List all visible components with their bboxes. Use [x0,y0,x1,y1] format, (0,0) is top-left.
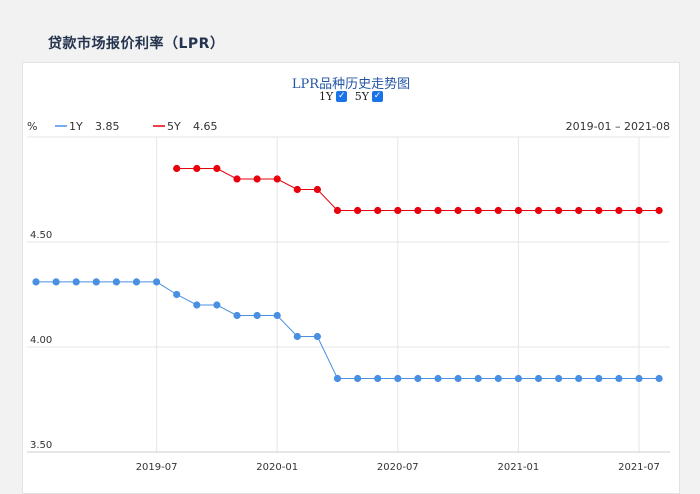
toggle-5y[interactable]: 5Y ✓ [354,90,384,103]
data-point-5y[interactable] [474,206,482,215]
data-point-5y[interactable] [213,164,221,173]
legend-series-name[interactable]: 1Y [69,120,83,133]
lpr-line-chart: 4.50 4.00 3.50 2019-07 2020-01 2020-07 2021-01… [27,120,670,473]
legend-latest-value: 4.65 [193,120,218,133]
x-tick-label: 2019-07 [136,462,178,473]
y-tick-label: 4.00 [30,335,52,346]
data-point-1y[interactable] [52,278,60,286]
data-point-1y[interactable] [72,278,80,286]
legend-latest-value: 3.85 [95,120,120,133]
data-point-1y[interactable] [32,278,40,286]
data-point-5y[interactable] [615,206,623,215]
legend-series-name[interactable]: 5Y [167,120,181,133]
x-tick-label: 2021-01 [498,462,540,473]
data-point-1y[interactable] [273,311,281,320]
x-tick-label: 2020-07 [377,462,419,473]
data-point-1y[interactable] [514,374,523,383]
data-point-5y[interactable] [374,206,382,215]
x-tick-label: 2020-01 [256,462,298,473]
data-point-5y[interactable] [273,175,281,183]
data-point-5y[interactable] [514,206,523,215]
series-line-1y [36,281,660,379]
data-point-1y[interactable] [394,374,402,383]
data-point-5y[interactable] [253,175,261,183]
data-point-5y[interactable] [555,206,563,215]
data-point-5y[interactable] [635,206,643,215]
data-point-1y[interactable] [313,332,321,341]
data-point-5y[interactable] [313,185,321,194]
data-point-1y[interactable] [534,374,543,383]
data-point-5y[interactable] [293,185,301,194]
toggle-1y-label: 1Y [318,90,334,103]
data-point-1y[interactable] [193,301,201,309]
data-point-5y[interactable] [193,164,201,173]
data-point-5y[interactable] [233,175,241,183]
toggle-1y[interactable]: 1Y ✓ [318,90,348,103]
data-point-1y[interactable] [213,301,221,309]
data-point-1y[interactable] [92,278,100,286]
data-point-5y[interactable] [414,206,422,215]
x-tick-label: 2021-07 [618,462,660,473]
toggle-5y-label: 5Y [354,90,370,103]
series-toggle-bar: 1Y ✓ 5Y ✓ [23,90,679,103]
data-point-1y[interactable] [595,374,603,383]
chart-card: LPR品种历史走势图 1Y ✓ 5Y ✓ [22,62,680,494]
data-point-1y[interactable] [333,374,342,383]
data-point-1y[interactable] [494,374,502,383]
data-point-5y[interactable] [333,206,342,215]
data-point-1y[interactable] [253,311,261,320]
page-title: 贷款市场报价利率（LPR） [48,36,225,52]
data-point-1y[interactable] [173,290,181,299]
data-point-1y[interactable] [293,332,301,341]
data-point-1y[interactable] [555,374,563,383]
checkbox-checked-icon[interactable]: ✓ [336,91,348,102]
data-point-1y[interactable] [655,374,663,383]
data-point-1y[interactable] [374,374,382,383]
data-point-1y[interactable] [635,374,643,383]
data-point-5y[interactable] [434,206,442,215]
data-point-5y[interactable] [595,206,603,215]
data-point-1y[interactable] [434,374,442,383]
data-point-1y[interactable] [414,374,422,383]
data-point-1y[interactable] [615,374,623,383]
data-point-1y[interactable] [575,374,583,383]
data-point-5y[interactable] [454,206,462,215]
data-point-1y[interactable] [132,278,141,286]
data-point-5y[interactable] [494,206,502,215]
data-point-1y[interactable] [112,278,120,286]
y-tick-label: 3.50 [30,440,52,451]
data-point-1y[interactable] [454,374,462,383]
data-point-5y[interactable] [173,164,181,173]
checkbox-checked-icon[interactable]: ✓ [372,91,384,102]
data-point-5y[interactable] [534,206,543,215]
data-point-1y[interactable] [153,278,161,286]
y-tick-label: 4.50 [30,230,52,241]
date-range-label: 2019-01 – 2021-08 [566,120,670,133]
data-point-1y[interactable] [474,374,482,383]
data-point-5y[interactable] [354,206,362,215]
data-point-5y[interactable] [655,206,663,215]
unit-label: % [27,120,37,133]
series-line-5y [176,168,660,211]
chart-title: LPR品种历史走势图 [291,77,411,92]
data-point-5y[interactable] [575,206,583,215]
data-point-1y[interactable] [354,374,362,383]
data-point-5y[interactable] [394,206,402,215]
data-point-1y[interactable] [233,311,241,320]
